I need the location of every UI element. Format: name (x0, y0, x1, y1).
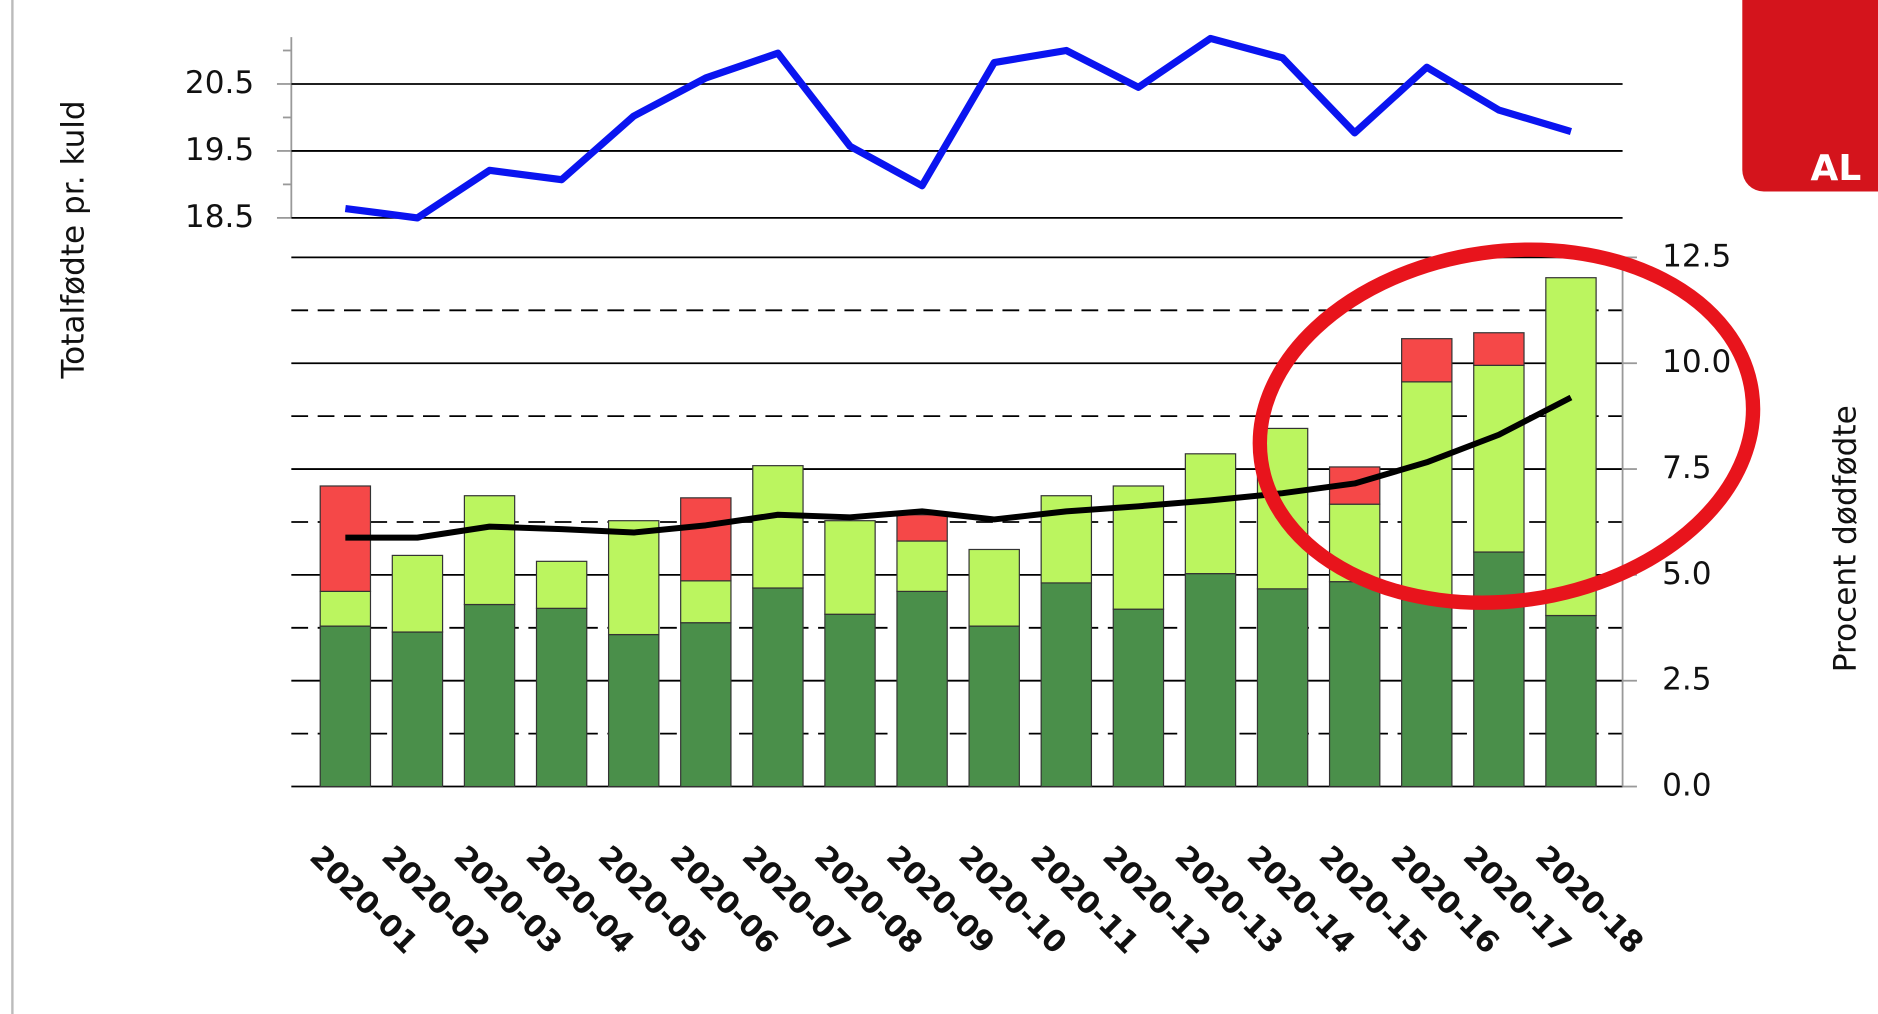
bar-segment (680, 580, 732, 624)
bar-segment (680, 497, 732, 582)
bar-segment (1328, 581, 1381, 788)
bar-segment (391, 631, 444, 788)
bar-segment (1184, 573, 1237, 788)
bar-segment (1256, 588, 1309, 788)
bar-segment (896, 514, 948, 542)
badge-text: AL (1811, 148, 1862, 189)
y2-tick-label: 7.5 (1662, 450, 1711, 486)
annotation-circle (1252, 242, 1761, 610)
y2-tick-label: 10.0 (1662, 344, 1731, 380)
bar-segment (896, 590, 948, 788)
bar-segment (463, 495, 516, 606)
bar-segment (607, 633, 660, 788)
bar-segment (896, 540, 948, 592)
bar-segment (680, 622, 732, 788)
y-tick-label: 19.5 (185, 132, 254, 168)
bar-segment (824, 520, 876, 615)
bar-segment (752, 587, 804, 788)
bar-segment (1184, 453, 1237, 575)
line (344, 34, 1572, 222)
y-axis-label: Totalfødte pr. kuld (56, 100, 92, 379)
bar-segment (319, 590, 372, 627)
y2-tick-label: 12.5 (1662, 238, 1731, 274)
bar-segment (1401, 338, 1453, 383)
bar-segment (1040, 582, 1093, 788)
bar-segment (319, 625, 372, 788)
bar-segment (1112, 608, 1165, 788)
bar-segment (1473, 332, 1525, 366)
line (345, 394, 1573, 541)
bar-segment (607, 520, 660, 636)
bar-segment (968, 548, 1020, 627)
bar-segment (1545, 277, 1597, 617)
y-tick-label: 18.5 (185, 199, 254, 235)
y2-tick-label: 0.0 (1662, 768, 1711, 804)
bar-segment (463, 603, 516, 788)
bar-segment (535, 560, 588, 609)
bar-segment (391, 554, 444, 633)
y2-axis-label: Procent dødfødte (1827, 405, 1863, 672)
badge-bg (1742, 0, 1878, 192)
bar-segment (1473, 551, 1525, 788)
y2-tick-label: 2.5 (1662, 662, 1711, 698)
bar-segment (535, 607, 588, 788)
bar-segment (1473, 364, 1525, 553)
bar-segment (968, 625, 1020, 788)
bar-segment (1401, 381, 1453, 601)
y2-tick-label: 5.0 (1662, 556, 1711, 592)
bar-segment (752, 465, 804, 589)
bar-segment (1401, 599, 1453, 788)
badge: AL (1742, 0, 1878, 192)
bar-segment (1545, 614, 1597, 788)
y-tick-label: 20.5 (185, 65, 254, 101)
bar-segment (824, 613, 876, 788)
